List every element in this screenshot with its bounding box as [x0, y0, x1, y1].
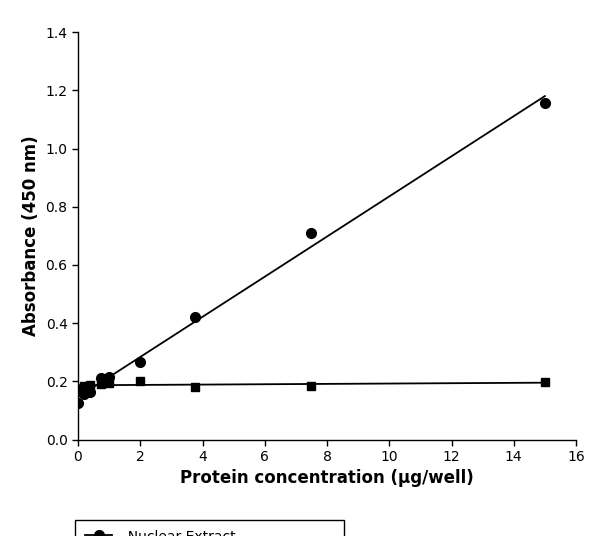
- Legend:   Nuclear Extract,   Nuclear Extract + Competitor: Nuclear Extract, Nuclear Extract + Compe…: [75, 520, 344, 536]
- X-axis label: Protein concentration (μg/well): Protein concentration (μg/well): [180, 470, 474, 488]
- Y-axis label: Absorbance (450 nm): Absorbance (450 nm): [22, 136, 40, 336]
